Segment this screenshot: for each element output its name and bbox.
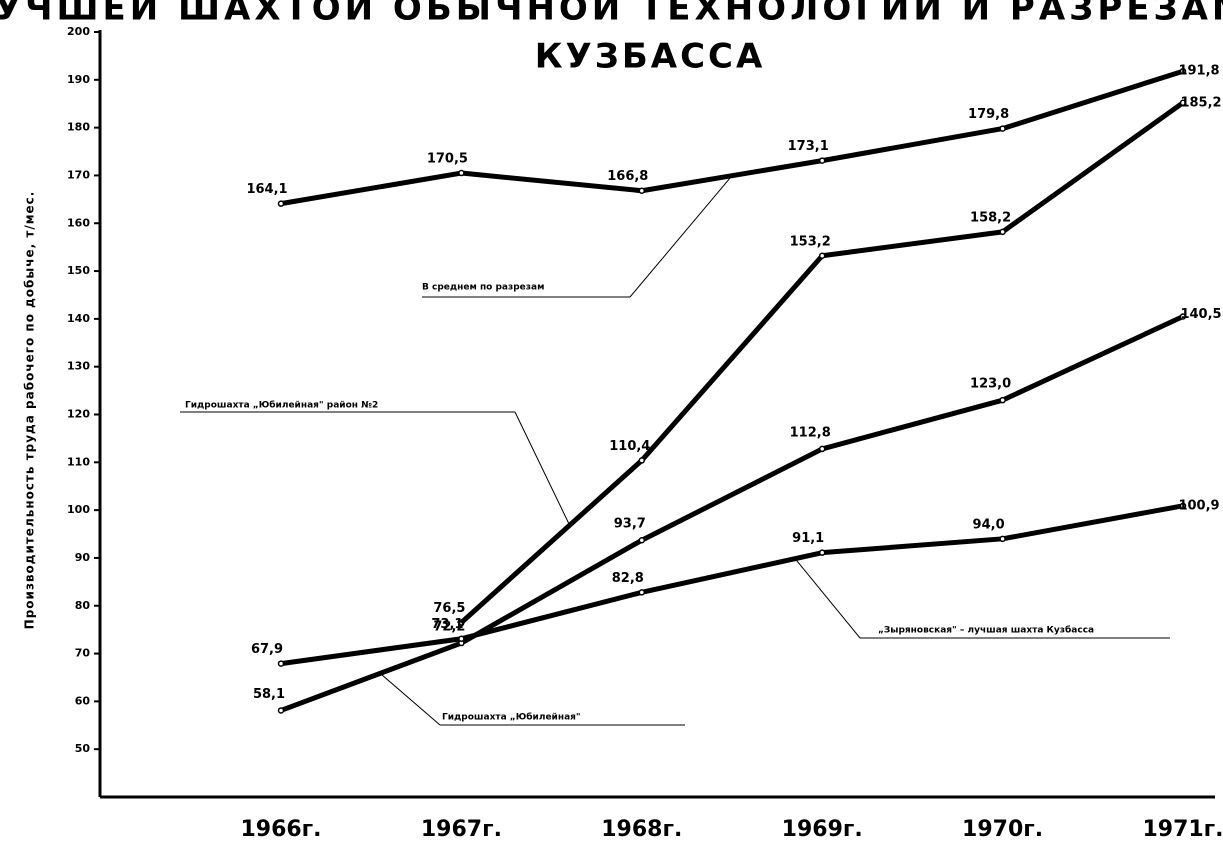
y-tick-label: 120 bbox=[67, 408, 90, 421]
data-label: 100,9 bbox=[1178, 498, 1219, 513]
series-line bbox=[280, 314, 1185, 713]
y-tick-label: 100 bbox=[67, 503, 90, 516]
data-label: 170,5 bbox=[427, 152, 468, 167]
y-tick-label: 160 bbox=[67, 216, 90, 229]
x-tick-label: 1968г. bbox=[601, 817, 682, 842]
data-label: 166,8 bbox=[607, 169, 648, 184]
y-axis-label: Производительность труда рабочего по доб… bbox=[23, 191, 37, 630]
data-point bbox=[818, 157, 826, 164]
series-name: „Зыряновская" – лучшая шахта Кузбасса bbox=[878, 625, 1094, 636]
y-tick-label: 170 bbox=[67, 168, 90, 181]
data-point bbox=[638, 536, 646, 544]
data-point bbox=[458, 635, 465, 642]
data-label: 58,1 bbox=[253, 687, 285, 702]
y-tick-label: 70 bbox=[75, 647, 91, 660]
annotation-leader bbox=[629, 175, 733, 298]
y-tick-label: 80 bbox=[75, 599, 91, 612]
data-point bbox=[638, 187, 646, 194]
data-point bbox=[1179, 502, 1187, 510]
data-point bbox=[277, 200, 285, 207]
y-tick-label: 180 bbox=[67, 121, 90, 134]
data-point bbox=[999, 535, 1006, 543]
data-point bbox=[999, 228, 1006, 236]
y-tick-label: 130 bbox=[67, 360, 90, 373]
annotation-leader bbox=[794, 558, 861, 639]
y-tick-label: 110 bbox=[67, 455, 90, 468]
data-label: 185,2 bbox=[1180, 95, 1221, 110]
series-line bbox=[280, 68, 1184, 207]
data-point bbox=[818, 549, 826, 556]
data-label: 173,1 bbox=[788, 139, 829, 154]
data-label: 94,0 bbox=[973, 517, 1005, 532]
data-point bbox=[1179, 67, 1187, 75]
x-tick-label: 1967г. bbox=[421, 817, 502, 842]
x-tick-label: 1971г. bbox=[1142, 817, 1223, 842]
y-tick-label: 50 bbox=[75, 742, 91, 755]
y-tick-label: 60 bbox=[75, 694, 91, 707]
data-label: 153,2 bbox=[790, 234, 831, 249]
data-point bbox=[638, 589, 646, 596]
series-name: Гидрошахта „Юбилейная" bbox=[442, 712, 581, 723]
data-label: 73,1 bbox=[431, 617, 463, 632]
data-label: 82,8 bbox=[612, 571, 644, 586]
data-label: 76,5 bbox=[433, 601, 465, 616]
data-point bbox=[818, 445, 826, 453]
data-point bbox=[1179, 99, 1187, 107]
series-line bbox=[280, 503, 1184, 667]
data-point bbox=[458, 619, 465, 626]
data-point bbox=[999, 125, 1006, 132]
chart-title: С ЛУЧШЕЙ ШАХТОЙ ОБЫЧНОЙ ТЕХНОЛОГИИ И РАЗ… bbox=[0, 0, 1223, 29]
y-tick-label: 90 bbox=[75, 551, 91, 564]
series-name: Гидрошахта „Юбилейная" район №2 bbox=[185, 400, 378, 411]
data-point bbox=[458, 169, 465, 177]
data-label: 158,2 bbox=[970, 210, 1011, 225]
data-point bbox=[999, 396, 1006, 404]
chart-subtitle: КУЗБАССА bbox=[535, 37, 766, 77]
data-point bbox=[1179, 313, 1187, 320]
data-label: 112,8 bbox=[790, 425, 831, 440]
data-label: 72,2 bbox=[433, 620, 465, 635]
annotation-leader bbox=[514, 411, 571, 526]
x-tick-label: 1970г. bbox=[962, 817, 1043, 842]
data-label: 67,9 bbox=[251, 642, 283, 657]
y-tick-label: 190 bbox=[67, 73, 90, 86]
data-point bbox=[638, 457, 646, 464]
annotation-leader bbox=[379, 673, 441, 726]
data-label: 123,0 bbox=[970, 377, 1011, 392]
data-point bbox=[277, 707, 285, 714]
series-name: В среднем по разрезам bbox=[422, 283, 544, 293]
y-tick-label: 140 bbox=[67, 312, 90, 325]
data-point bbox=[818, 252, 826, 260]
data-label: 191,8 bbox=[1178, 64, 1219, 79]
data-point bbox=[277, 660, 285, 667]
data-label: 140,5 bbox=[1180, 307, 1221, 322]
y-tick-label: 150 bbox=[67, 264, 90, 277]
data-label: 110,4 bbox=[609, 439, 650, 454]
data-label: 91,1 bbox=[792, 531, 824, 546]
x-tick-label: 1969г. bbox=[782, 817, 863, 842]
data-label: 164,1 bbox=[246, 182, 287, 197]
data-label: 93,7 bbox=[614, 517, 646, 532]
data-label: 179,8 bbox=[968, 107, 1009, 122]
y-tick-label: 200 bbox=[67, 25, 90, 38]
x-tick-label: 1966г. bbox=[240, 817, 321, 842]
